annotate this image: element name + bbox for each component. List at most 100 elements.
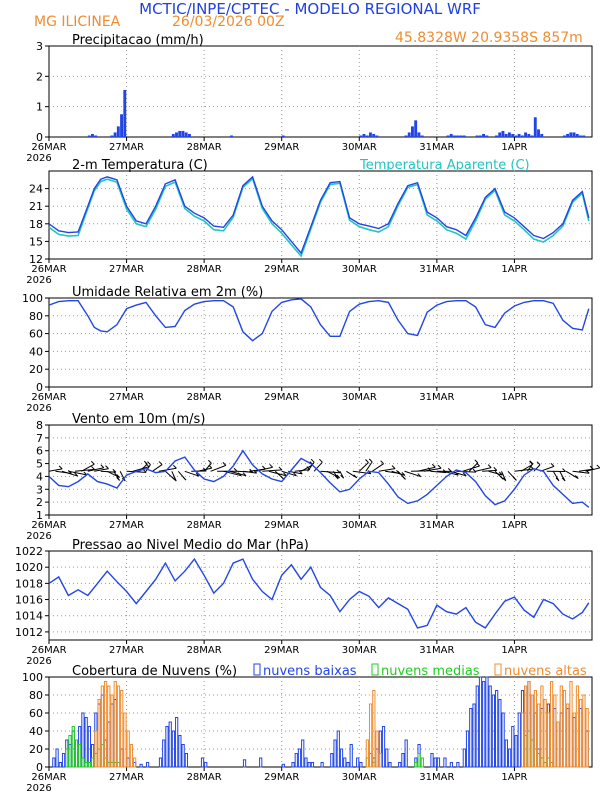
wind-barb xyxy=(203,462,212,472)
cloud-bar-0 xyxy=(168,721,172,768)
cloud-bar-0 xyxy=(259,757,263,768)
y-tick-label: 6 xyxy=(36,445,43,458)
wind-barb-flag xyxy=(173,464,177,469)
wind-barb xyxy=(365,461,373,472)
location-label: MG ILICINEA xyxy=(34,14,121,30)
cloud-bar-0 xyxy=(343,757,347,768)
cloud-bar-0 xyxy=(84,717,88,768)
x-tick-label: 26MAR xyxy=(31,520,66,531)
wind-barb xyxy=(313,461,323,472)
cloud-bar-2 xyxy=(94,730,98,768)
wind-barb xyxy=(578,468,594,472)
panel-1: 12 15 18 21 24 26MAR 27MAR 28MAR 29MAR 30MAR 31MAR… xyxy=(26,158,593,286)
y-tick-label: 1 xyxy=(36,101,43,114)
wind-barb-flag xyxy=(391,465,396,469)
wind-barb xyxy=(48,468,63,472)
precip-bar xyxy=(579,135,582,137)
cloud-bar-1 xyxy=(65,748,69,768)
wind-barb-flag xyxy=(437,464,442,469)
y-tick-label: 21 xyxy=(29,200,43,213)
wind-barb-flag xyxy=(105,465,109,470)
legend-swatch-2 xyxy=(494,663,502,676)
wind-barb-flag xyxy=(536,461,541,466)
year-label: 2026 xyxy=(26,153,51,164)
main-title: MCTIC/INPE/CPTEC - MODELO REGIONAL WRF xyxy=(139,0,481,18)
x-tick-label: 26MAR xyxy=(31,645,66,656)
panel-title: Umidade Relativa em 2m (%) xyxy=(72,285,263,300)
cloud-bar-0 xyxy=(281,763,285,768)
cloud-bar-0 xyxy=(381,726,386,768)
precip-bar xyxy=(533,117,537,137)
wind-barb xyxy=(468,462,479,472)
precip-bar xyxy=(113,132,117,137)
y-tick-label: 8 xyxy=(36,419,43,432)
wind-barb xyxy=(565,470,579,479)
x-tick-label: 26MAR xyxy=(31,392,66,403)
wind-barb-flag xyxy=(334,475,339,480)
wind-barb xyxy=(488,470,503,476)
wind-barb xyxy=(378,468,396,472)
precip-bar xyxy=(498,132,502,137)
precip-bar xyxy=(91,133,94,137)
cloud-bar-2 xyxy=(368,703,373,768)
cloud-bar-0 xyxy=(385,748,389,768)
wind-barb xyxy=(307,461,315,472)
wind-barb-flag xyxy=(417,473,422,477)
x-tick-label: 31MAR xyxy=(419,392,454,403)
x-tick-label: 28MAR xyxy=(187,520,222,531)
cloud-bar-0 xyxy=(162,739,166,768)
cloud-bar-2 xyxy=(107,685,111,768)
wind-barb xyxy=(320,470,340,474)
precip-bar xyxy=(175,132,178,137)
precip-bar xyxy=(504,133,508,137)
cloud-bar-0 xyxy=(514,735,518,768)
cloud-bar-2 xyxy=(533,690,538,768)
precip-bar xyxy=(116,126,120,137)
cloud-bar-0 xyxy=(469,708,473,768)
cloud-bar-1 xyxy=(74,739,79,768)
x-tick-label: 28MAR xyxy=(187,772,222,783)
precip-bar xyxy=(540,133,544,137)
x-tick-label: 27MAR xyxy=(109,645,144,656)
x-tick-label: 1APR xyxy=(501,520,527,531)
cloud-bar-0 xyxy=(320,762,324,768)
precip-bar xyxy=(511,133,515,137)
wind-barb-flag xyxy=(498,471,503,476)
x-tick-label: 27MAR xyxy=(109,264,144,275)
precip-bar xyxy=(459,135,463,137)
wind-barb-flag xyxy=(555,477,560,482)
x-tick-label: 28MAR xyxy=(187,645,222,656)
cloud-bar-0 xyxy=(488,685,492,768)
panel-frame xyxy=(48,170,593,260)
wind-barb-flag xyxy=(562,468,566,472)
wind-barb xyxy=(68,470,87,476)
precip-bar xyxy=(87,135,91,137)
wind-barb-flag xyxy=(318,458,323,463)
cloud-bar-0 xyxy=(356,757,360,768)
cloud-bar-0 xyxy=(456,762,460,768)
cloud-bar-1 xyxy=(84,762,88,768)
x-tick-label: 27MAR xyxy=(109,520,144,531)
wind-barb xyxy=(152,464,163,472)
wind-barb-flag xyxy=(195,472,200,477)
precip-bar xyxy=(530,135,534,137)
year-label: 2026 xyxy=(26,275,51,286)
wind-barb-flag xyxy=(340,474,344,479)
panel-title: Precipitacao (mm/h) xyxy=(72,33,204,48)
wind-barb-flag xyxy=(116,477,120,481)
wind-barb-flag xyxy=(589,465,594,470)
x-tick-label: 31MAR xyxy=(419,142,454,153)
wind-barb-flag xyxy=(365,459,369,463)
panel-title: Pressao ao Nivel Medio do Mar (hPa) xyxy=(72,538,309,553)
wind-barb xyxy=(184,470,200,477)
cloud-bar-2 xyxy=(110,694,114,768)
cloud-bar-2 xyxy=(543,699,547,768)
precip-bar xyxy=(230,135,233,137)
precip-bar xyxy=(375,135,379,137)
run-label: 26/03/2026 00Z xyxy=(172,14,285,30)
cloud-bar-2 xyxy=(97,699,101,768)
wind-barb xyxy=(358,462,369,472)
x-tick-label: 31MAR xyxy=(419,520,454,531)
cloud-bar-0 xyxy=(346,762,350,768)
y-tick-label: 1018 xyxy=(15,577,43,590)
